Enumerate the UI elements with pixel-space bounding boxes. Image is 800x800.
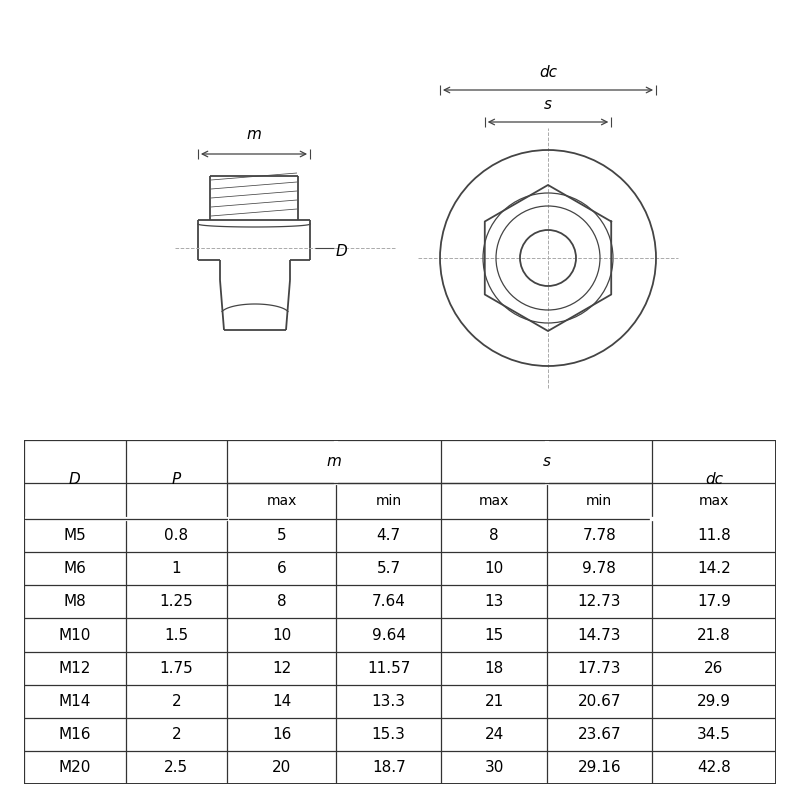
Text: 34.5: 34.5	[697, 727, 731, 742]
Text: 2: 2	[171, 694, 181, 709]
Text: M8: M8	[63, 594, 86, 610]
Text: M5: M5	[63, 528, 86, 543]
Text: M16: M16	[58, 727, 91, 742]
Text: 24: 24	[484, 727, 504, 742]
Text: 2.5: 2.5	[164, 760, 188, 775]
Text: 17.73: 17.73	[578, 661, 621, 676]
Text: dc: dc	[705, 472, 723, 487]
Text: 29.9: 29.9	[697, 694, 731, 709]
Text: s: s	[544, 97, 552, 112]
Text: 18: 18	[484, 661, 504, 676]
Text: dc: dc	[539, 65, 557, 80]
Text: 26: 26	[704, 661, 724, 676]
Text: 9.64: 9.64	[372, 627, 406, 642]
Text: 7.78: 7.78	[582, 528, 616, 543]
Text: max: max	[266, 494, 297, 508]
Text: M14: M14	[58, 694, 91, 709]
Text: M10: M10	[58, 627, 91, 642]
Text: 8: 8	[489, 528, 499, 543]
Text: m: m	[326, 454, 342, 469]
Text: 1.25: 1.25	[159, 594, 193, 610]
Text: 2: 2	[171, 727, 181, 742]
Text: 11.8: 11.8	[697, 528, 731, 543]
Text: 15.3: 15.3	[372, 727, 406, 742]
Text: 10: 10	[272, 627, 291, 642]
Text: 7.64: 7.64	[372, 594, 406, 610]
Text: 1: 1	[171, 562, 181, 576]
Text: max: max	[479, 494, 509, 508]
Text: min: min	[586, 494, 612, 508]
Text: P: P	[172, 472, 181, 487]
Text: 10: 10	[484, 562, 504, 576]
Text: 12.73: 12.73	[578, 594, 621, 610]
Text: max: max	[698, 494, 729, 508]
Text: M20: M20	[58, 760, 91, 775]
Text: 14: 14	[272, 694, 291, 709]
Text: 12: 12	[272, 661, 291, 676]
Text: 14.2: 14.2	[697, 562, 731, 576]
Text: 8: 8	[277, 594, 286, 610]
Text: M12: M12	[58, 661, 91, 676]
Text: 29.16: 29.16	[578, 760, 621, 775]
Text: 16: 16	[272, 727, 291, 742]
Text: 14.73: 14.73	[578, 627, 621, 642]
Text: 6: 6	[277, 562, 286, 576]
Text: 23.67: 23.67	[578, 727, 621, 742]
Text: 21.8: 21.8	[697, 627, 731, 642]
Text: 11.57: 11.57	[367, 661, 410, 676]
Text: 5: 5	[277, 528, 286, 543]
Text: D: D	[336, 243, 348, 258]
Text: 20.67: 20.67	[578, 694, 621, 709]
Text: min: min	[376, 494, 402, 508]
Text: 20: 20	[272, 760, 291, 775]
Text: 1.75: 1.75	[159, 661, 193, 676]
Text: 21: 21	[484, 694, 504, 709]
Text: 1.5: 1.5	[164, 627, 188, 642]
Text: M6: M6	[63, 562, 86, 576]
Text: 9.78: 9.78	[582, 562, 616, 576]
Text: 13: 13	[484, 594, 504, 610]
Text: 15: 15	[484, 627, 504, 642]
Text: 13.3: 13.3	[372, 694, 406, 709]
Text: s: s	[542, 454, 550, 469]
Text: 5.7: 5.7	[377, 562, 401, 576]
Text: 0.8: 0.8	[164, 528, 188, 543]
Text: 42.8: 42.8	[697, 760, 731, 775]
Text: m: m	[246, 127, 262, 142]
Text: 17.9: 17.9	[697, 594, 731, 610]
Text: 30: 30	[484, 760, 504, 775]
Text: D: D	[69, 472, 81, 487]
Text: 18.7: 18.7	[372, 760, 406, 775]
Text: 4.7: 4.7	[377, 528, 401, 543]
